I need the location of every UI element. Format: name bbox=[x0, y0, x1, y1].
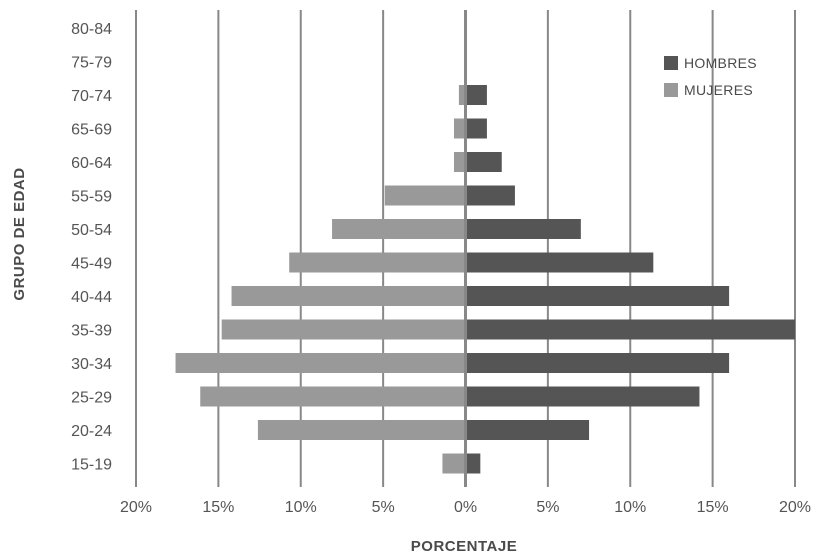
y-tick-label: 60-64 bbox=[71, 155, 112, 172]
bar-mujeres-15-19 bbox=[442, 453, 466, 474]
bar-mujeres-35-39 bbox=[221, 319, 466, 340]
y-tick-label: 65-69 bbox=[71, 122, 112, 139]
bar-mujeres-45-49 bbox=[289, 252, 466, 273]
y-axis-title: GRUPO DE EDAD bbox=[11, 167, 28, 300]
bar-hombres-15-19 bbox=[465, 453, 481, 474]
bar-hombres-70-74 bbox=[465, 85, 487, 105]
y-tick-label: 20-24 bbox=[71, 423, 112, 440]
bar-hombres-40-44 bbox=[465, 286, 730, 306]
bar-mujeres-60-64 bbox=[453, 152, 466, 172]
y-tick-labels: 80-84 75-79 70-74 65-69 60-64 55-59 50-54 45-49… bbox=[71, 21, 112, 474]
bar-mujeres-50-54 bbox=[332, 219, 466, 239]
y-tick-label: 70-74 bbox=[71, 88, 112, 105]
y-tick-label: 25-29 bbox=[71, 390, 112, 407]
bar-mujeres-70-74 bbox=[458, 85, 466, 105]
bar-hombres-45-49 bbox=[465, 252, 654, 273]
y-tick-label: 50-54 bbox=[71, 222, 112, 239]
bar-hombres-25-29 bbox=[465, 386, 700, 407]
y-tick-label: 80-84 bbox=[71, 21, 112, 38]
x-axis-title: PORCENTAJE bbox=[411, 538, 517, 554]
bar-hombres-20-24 bbox=[465, 420, 590, 440]
y-tick-label: 45-49 bbox=[71, 256, 112, 273]
x-tick-label: 20% bbox=[120, 499, 152, 516]
x-tick-label: 5% bbox=[536, 499, 559, 516]
bar-hombres-55-59 bbox=[465, 185, 515, 206]
x-tick-labels: 20% 15% 10% 5% 0% 5% 10% 15% 20% bbox=[120, 499, 811, 516]
x-tick-label: 15% bbox=[697, 499, 729, 516]
x-tick-label: 10% bbox=[285, 499, 317, 516]
gridlines bbox=[135, 10, 796, 487]
bar-hombres-50-54 bbox=[465, 219, 581, 239]
legend-swatch-mujeres bbox=[664, 83, 678, 97]
x-tick-label: 0% bbox=[454, 499, 477, 516]
bar-hombres-35-39 bbox=[465, 319, 795, 340]
bar-hombres-60-64 bbox=[465, 152, 502, 172]
legend-label-mujeres: MUJERES bbox=[684, 82, 753, 98]
bar-mujeres-65-69 bbox=[453, 118, 466, 139]
y-tick-label: 40-44 bbox=[71, 289, 112, 306]
y-tick-label: 75-79 bbox=[71, 55, 112, 72]
bar-mujeres-20-24 bbox=[257, 420, 466, 440]
bar-hombres-30-34 bbox=[465, 353, 730, 373]
bar-mujeres-30-34 bbox=[175, 353, 466, 373]
legend: HOMBRES MUJERES bbox=[664, 55, 757, 98]
y-tick-label: 15-19 bbox=[71, 457, 112, 474]
x-tick-label: 15% bbox=[202, 499, 234, 516]
bar-mujeres-40-44 bbox=[231, 286, 466, 306]
legend-swatch-hombres bbox=[664, 56, 678, 70]
bars bbox=[175, 85, 795, 474]
y-tick-label: 35-39 bbox=[71, 323, 112, 340]
x-tick-label: 10% bbox=[614, 499, 646, 516]
bar-mujeres-25-29 bbox=[200, 386, 466, 407]
x-tick-label: 5% bbox=[372, 499, 395, 516]
legend-label-hombres: HOMBRES bbox=[684, 55, 757, 71]
bar-hombres-65-69 bbox=[465, 118, 487, 139]
y-tick-label: 55-59 bbox=[71, 189, 112, 206]
y-tick-label: 30-34 bbox=[71, 356, 112, 373]
x-tick-label: 20% bbox=[779, 499, 811, 516]
bar-mujeres-55-59 bbox=[384, 185, 466, 206]
